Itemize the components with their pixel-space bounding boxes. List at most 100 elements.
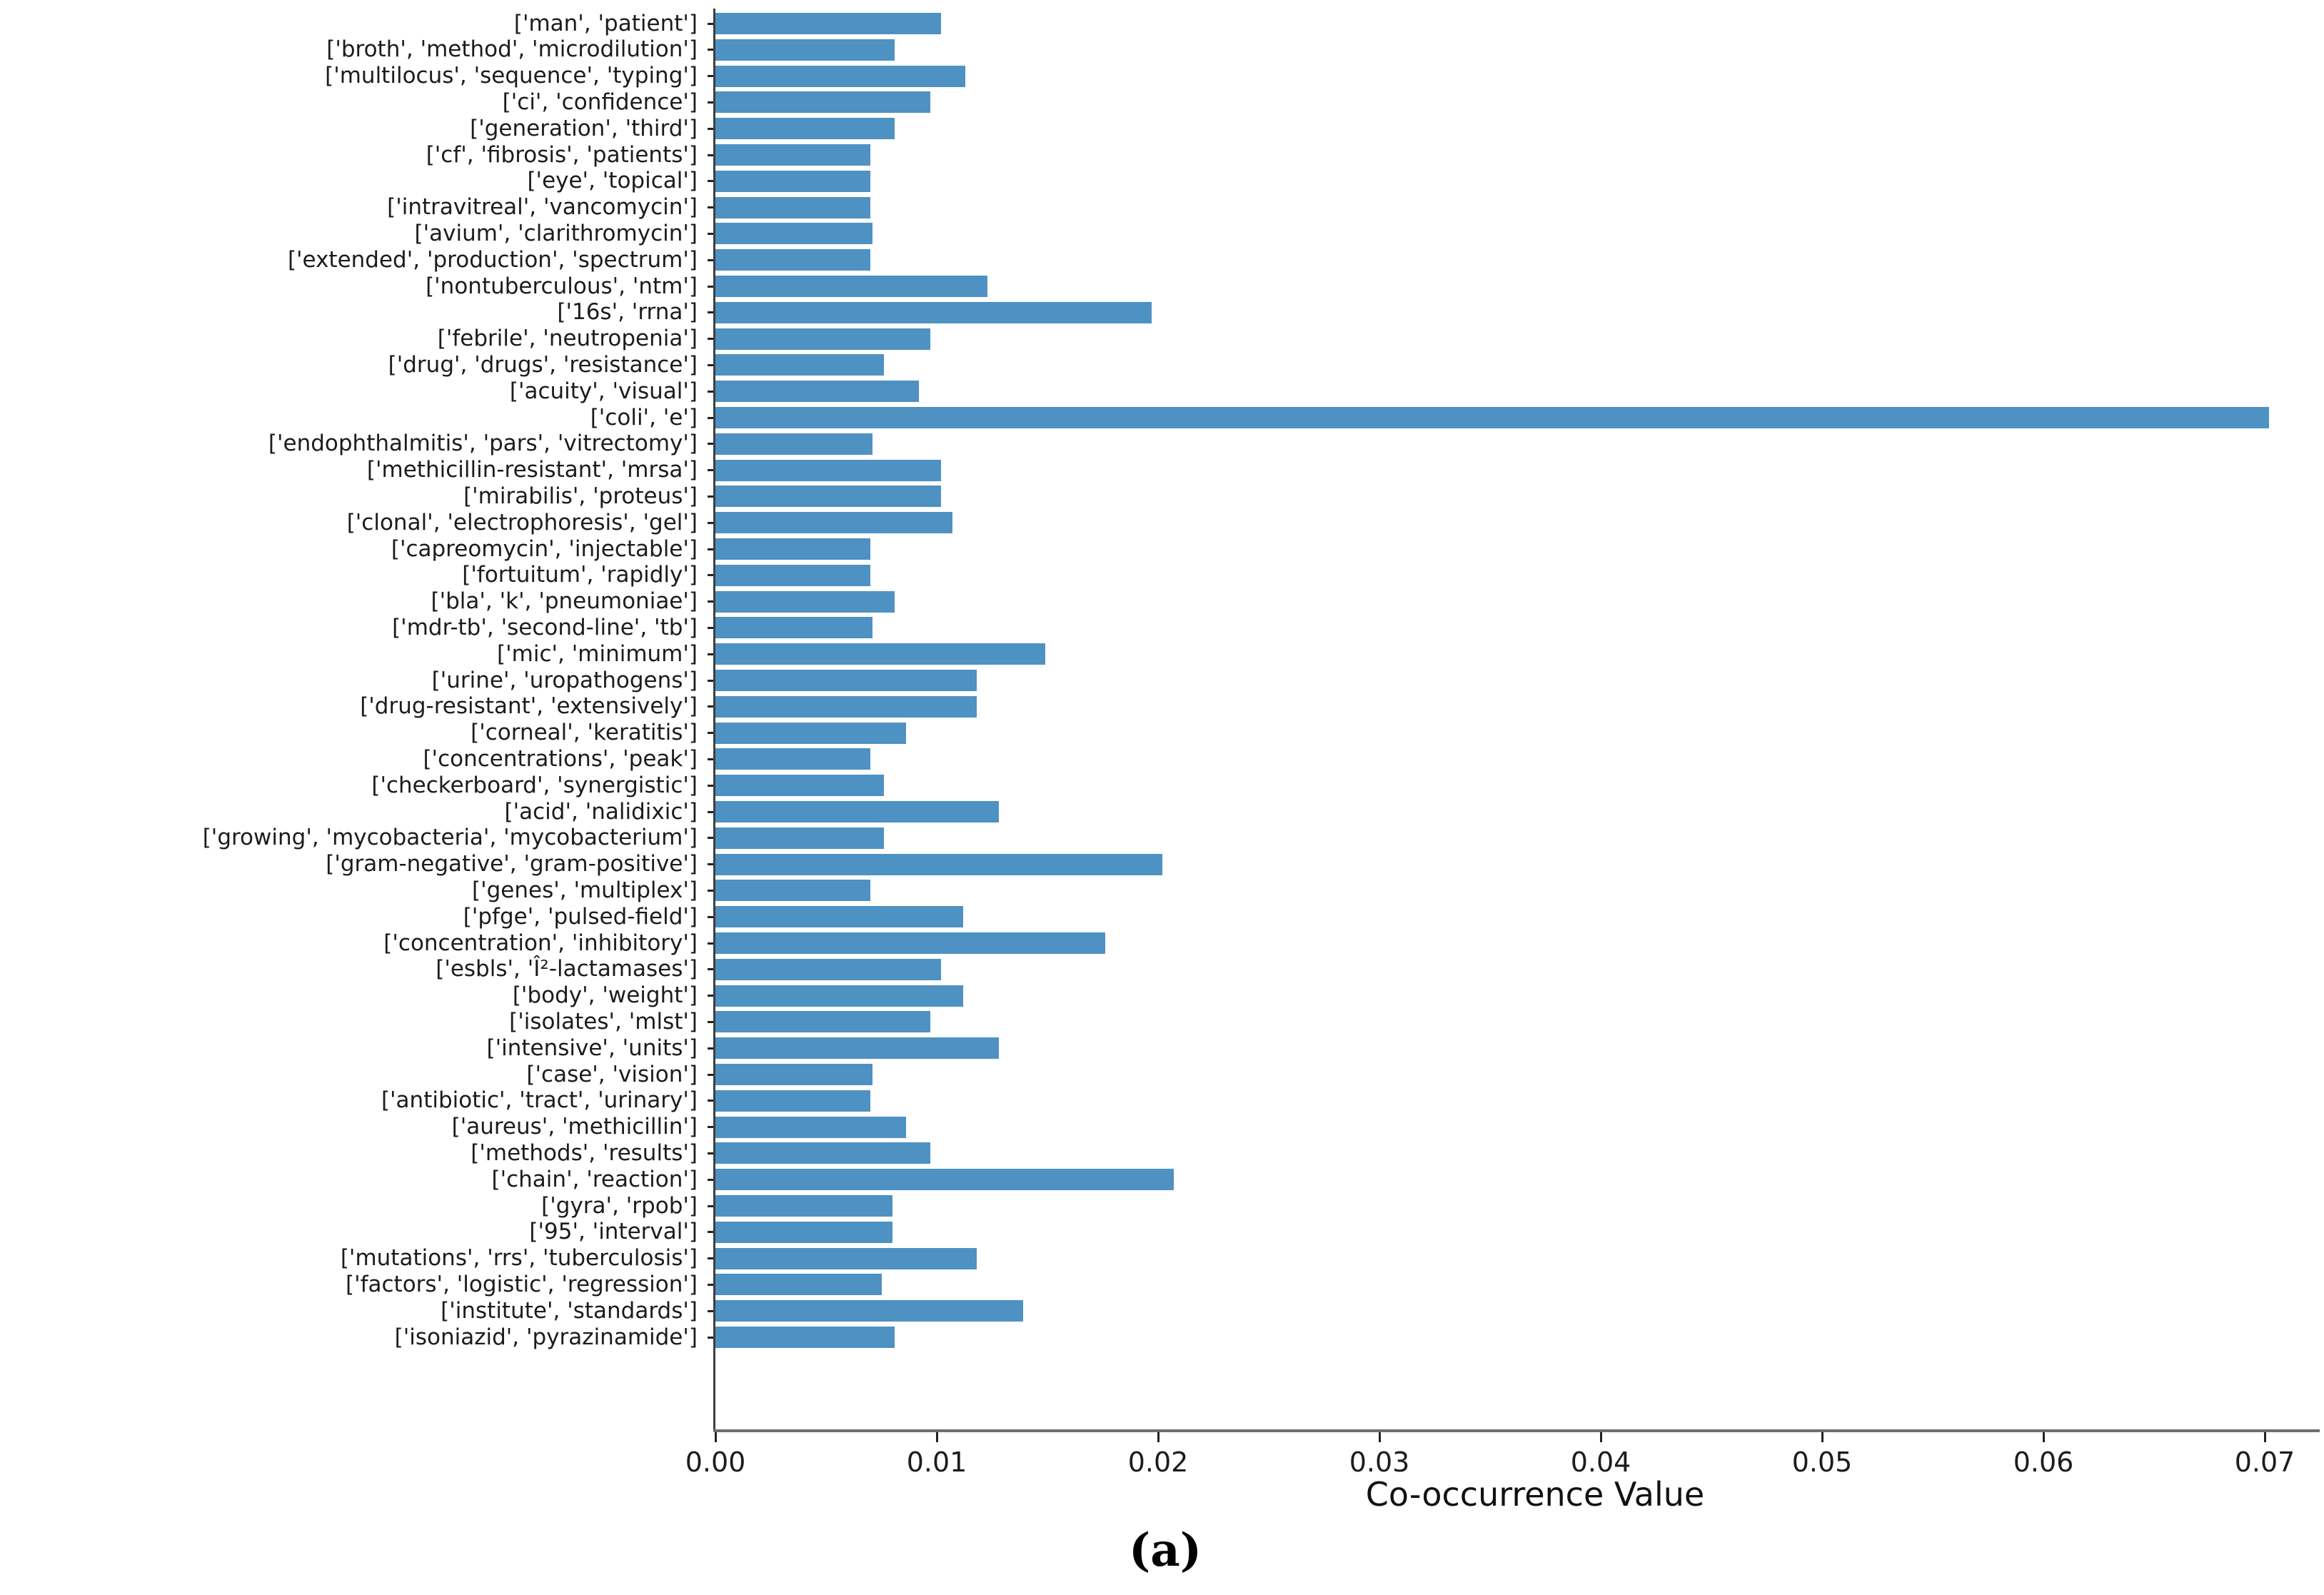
y-tick-label: ['aureus', 'methicillin'] xyxy=(451,1114,698,1140)
chart-row: ['case', 'vision'] xyxy=(0,1062,2324,1088)
x-tick-mark xyxy=(715,1432,717,1442)
y-tick-mark xyxy=(708,1204,715,1207)
bar xyxy=(715,722,906,744)
chart-row: ['methods', 'results'] xyxy=(0,1140,2324,1167)
y-tick-mark xyxy=(708,1178,715,1181)
y-tick-mark xyxy=(708,180,715,183)
y-tick-label: ['urine', 'uropathogens'] xyxy=(431,667,698,693)
y-tick-mark xyxy=(708,521,715,524)
y-tick-label: ['capreomycin', 'injectable'] xyxy=(391,535,698,562)
bar xyxy=(715,196,870,218)
y-tick-mark xyxy=(708,469,715,472)
y-tick-label: ['isolates', 'mlst'] xyxy=(509,1008,698,1035)
chart-row: ['urine', 'uropathogens'] xyxy=(0,668,2324,694)
chart-row: ['body', 'weight'] xyxy=(0,982,2324,1009)
bar xyxy=(715,118,895,140)
y-tick-label: ['mutations', 'rrs', 'tuberculosis'] xyxy=(340,1245,698,1272)
bar xyxy=(715,512,952,534)
bar xyxy=(715,328,930,350)
y-tick-label: ['nontuberculous', 'ntm'] xyxy=(426,273,698,299)
bar xyxy=(715,932,1105,954)
y-tick-mark xyxy=(708,285,715,288)
y-tick-label: ['broth', 'method', 'microdilution'] xyxy=(326,36,698,63)
y-tick-mark xyxy=(708,363,715,366)
chart-row: ['genes', 'multiplex'] xyxy=(0,877,2324,904)
x-tick-label: 0.06 xyxy=(2013,1446,2074,1478)
chart-row: ['methicillin-resistant', 'mrsa'] xyxy=(0,457,2324,483)
bar xyxy=(715,39,895,61)
y-tick-label: ['95', 'interval'] xyxy=(529,1219,698,1245)
chart-row: ['coli', 'e'] xyxy=(0,405,2324,431)
bar xyxy=(715,1037,999,1060)
y-tick-mark xyxy=(708,705,715,708)
y-tick-mark xyxy=(708,1020,715,1023)
y-tick-label: ['corneal', 'keratitis'] xyxy=(471,720,698,746)
y-tick-mark xyxy=(708,1309,715,1312)
chart-row: ['intravitreal', 'vancomycin'] xyxy=(0,194,2324,221)
y-tick-label: ['bla', 'k', 'pneumoniae'] xyxy=(431,588,698,615)
y-tick-label: ['drug', 'drugs', 'resistance'] xyxy=(388,351,698,378)
y-tick-mark xyxy=(708,863,715,866)
y-tick-label: ['endophthalmitis', 'pars', 'vitrectomy'… xyxy=(268,431,698,457)
subfigure-caption: (a) xyxy=(1128,1524,1202,1577)
x-tick-label: 0.05 xyxy=(1791,1446,1853,1478)
y-tick-mark xyxy=(708,1047,715,1050)
bar xyxy=(715,1064,873,1085)
y-tick-label: ['generation', 'third'] xyxy=(470,115,698,141)
bar xyxy=(715,1274,882,1296)
bar xyxy=(715,1090,870,1112)
chart-row: ['chain', 'reaction'] xyxy=(0,1167,2324,1193)
bar xyxy=(715,1011,930,1033)
y-tick-mark xyxy=(708,732,715,735)
y-tick-label: ['genes', 'multiplex'] xyxy=(472,877,698,903)
x-tick-label: 0.04 xyxy=(1570,1446,1631,1478)
chart-row: ['generation', 'third'] xyxy=(0,116,2324,142)
y-tick-label: ['growing', 'mycobacteria', 'mycobacteri… xyxy=(202,825,698,851)
y-tick-mark xyxy=(708,154,715,156)
chart-row: ['16s', 'rrna'] xyxy=(0,299,2324,326)
y-tick-label: ['concentrations', 'peak'] xyxy=(423,745,698,772)
chart-row: ['mutations', 'rrs', 'tuberculosis'] xyxy=(0,1245,2324,1272)
y-tick-mark xyxy=(708,758,715,760)
chart-row: ['eye', 'topical'] xyxy=(0,168,2324,194)
chart-row: ['multilocus', 'sequence', 'typing'] xyxy=(0,63,2324,89)
y-tick-mark xyxy=(708,1257,715,1260)
chart-row: ['mirabilis', 'proteus'] xyxy=(0,483,2324,510)
y-tick-mark xyxy=(708,232,715,235)
chart-row: ['nontuberculous', 'ntm'] xyxy=(0,273,2324,300)
y-tick-label: ['man', 'patient'] xyxy=(513,10,698,36)
y-tick-mark xyxy=(708,495,715,498)
bar xyxy=(715,433,873,455)
y-tick-mark xyxy=(708,49,715,51)
bar xyxy=(715,144,870,166)
bar xyxy=(715,170,870,192)
chart-row: ['man', 'patient'] xyxy=(0,11,2324,37)
x-axis-spine xyxy=(713,1429,2320,1432)
chart-row: ['factors', 'logistic', 'regression'] xyxy=(0,1272,2324,1298)
bar xyxy=(715,801,999,822)
y-tick-mark xyxy=(708,784,715,787)
y-tick-label: ['isoniazid', 'pyrazinamide'] xyxy=(394,1324,698,1350)
y-tick-label: ['cf', 'fibrosis', 'patients'] xyxy=(426,141,698,168)
x-tick-label: 0.02 xyxy=(1127,1446,1189,1478)
y-tick-label: ['coli', 'e'] xyxy=(590,404,698,431)
y-tick-mark xyxy=(708,338,715,341)
bar xyxy=(715,958,942,980)
chart-row: ['febrile', 'neutropenia'] xyxy=(0,326,2324,352)
chart-row: ['aureus', 'methicillin'] xyxy=(0,1114,2324,1140)
bar xyxy=(715,853,1163,875)
bar xyxy=(715,906,964,928)
y-tick-mark xyxy=(708,889,715,892)
chart-row: ['checkerboard', 'synergistic'] xyxy=(0,773,2324,799)
bar xyxy=(715,301,1152,323)
y-tick-label: ['ci', 'confidence'] xyxy=(502,89,698,115)
y-tick-label: ['acuity', 'visual'] xyxy=(509,378,698,404)
x-tick-mark xyxy=(936,1432,938,1442)
bar xyxy=(715,407,2270,428)
bar xyxy=(715,1116,906,1138)
chart-row: ['acuity', 'visual'] xyxy=(0,378,2324,405)
y-tick-label: ['fortuitum', 'rapidly'] xyxy=(462,562,698,588)
bar xyxy=(715,459,942,481)
y-tick-label: ['avium', 'clarithromycin'] xyxy=(414,220,698,246)
